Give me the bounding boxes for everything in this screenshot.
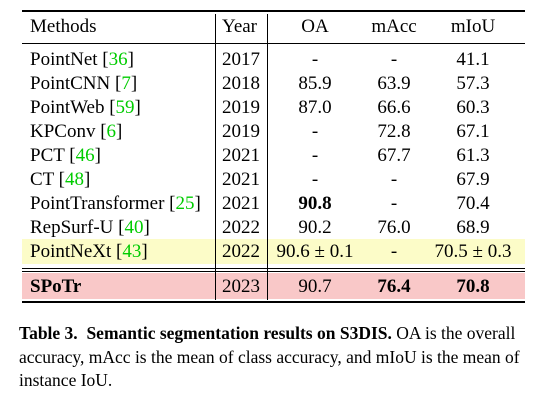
macc-cell: 76.0 xyxy=(377,217,411,238)
year-cell: 2017 xyxy=(222,49,260,70)
methods-year-separator xyxy=(215,14,216,300)
caption-text: OA is the overall accuracy, mAcc is the … xyxy=(19,323,520,390)
macc-cell: - xyxy=(390,49,398,70)
year-metrics-separator xyxy=(267,14,268,300)
year-cell: 2022 xyxy=(222,217,260,238)
method-name: PointTransformer [25] xyxy=(30,193,201,214)
citation-link[interactable]: 48 xyxy=(65,169,85,190)
oa-cell: - xyxy=(311,49,319,70)
miou-cell: 70.4 xyxy=(456,193,490,214)
year-cell: 2019 xyxy=(222,121,260,142)
method-name: PointCNN [7] xyxy=(30,73,138,94)
year-cell: 2021 xyxy=(222,169,260,190)
header-macc: mAcc xyxy=(371,16,417,37)
macc-cell: - xyxy=(390,241,398,262)
miou-cell: 57.3 xyxy=(456,73,490,94)
citation-link[interactable]: 59 xyxy=(115,97,135,118)
method-name: PointWeb [59] xyxy=(30,97,141,118)
oa-cell: 90.2 xyxy=(298,217,332,238)
macc-cell: 63.9 xyxy=(377,73,411,94)
ours-method-name: SPoTr xyxy=(30,276,82,297)
method-name: PCT [46] xyxy=(30,145,101,166)
oa-cell: - xyxy=(311,121,319,142)
header-methods: Methods xyxy=(30,16,97,37)
year-cell: 2021 xyxy=(222,145,260,166)
miou-cell: 67.1 xyxy=(456,121,490,142)
oa-cell: 90.6 ± 0.1 xyxy=(276,241,354,262)
pointnext-row-highlight xyxy=(22,239,525,264)
citation-link[interactable]: 6 xyxy=(106,121,117,142)
miou-cell: 41.1 xyxy=(456,49,490,70)
ours-rule-top xyxy=(22,268,525,269)
ours-macc: 76.4 xyxy=(377,276,411,297)
method-name: PointNeXt [43] xyxy=(30,241,148,262)
citation-link[interactable]: 43 xyxy=(122,241,142,262)
ours-year: 2023 xyxy=(222,276,260,297)
top-rule xyxy=(22,10,525,12)
oa-cell: 90.8 xyxy=(298,193,332,214)
method-name: CT [48] xyxy=(30,169,91,190)
macc-cell: 67.7 xyxy=(377,145,411,166)
miou-cell: 67.9 xyxy=(456,169,490,190)
bottom-rule xyxy=(22,301,525,303)
macc-cell: 66.6 xyxy=(377,97,411,118)
year-cell: 2021 xyxy=(222,193,260,214)
method-name: PointNet [36] xyxy=(30,49,134,70)
ours-row-highlight xyxy=(22,273,525,299)
miou-cell: 60.3 xyxy=(456,97,490,118)
citation-link[interactable]: 36 xyxy=(108,49,128,70)
header-year: Year xyxy=(222,16,258,37)
miou-cell: 68.9 xyxy=(456,217,490,238)
header-oa: OA xyxy=(301,16,329,37)
ours-rule-top-2 xyxy=(22,271,525,272)
method-name: KPConv [6] xyxy=(30,121,123,142)
year-cell: 2018 xyxy=(222,73,260,94)
citation-link[interactable]: 40 xyxy=(124,217,144,238)
year-cell: 2022 xyxy=(222,241,260,262)
macc-cell: 72.8 xyxy=(377,121,411,142)
results-table: Methods Year OA mAcc mIoU PointNet [36] 2017 - -… xyxy=(22,10,525,303)
ours-oa: 90.7 xyxy=(298,276,332,297)
oa-cell: - xyxy=(311,145,319,166)
year-cell: 2019 xyxy=(222,97,260,118)
miou-cell: 70.5 ± 0.3 xyxy=(434,241,512,262)
ours-miou: 70.8 xyxy=(456,276,490,297)
oa-cell: - xyxy=(311,169,319,190)
citation-link[interactable]: 46 xyxy=(75,145,95,166)
header-rule xyxy=(22,43,525,44)
caption-title: Semantic segmentation results on S3DIS. xyxy=(86,323,392,343)
header-miou: mIoU xyxy=(450,16,496,37)
oa-cell: 85.9 xyxy=(298,73,332,94)
oa-cell: 87.0 xyxy=(298,97,332,118)
citation-link[interactable]: 7 xyxy=(121,73,131,94)
citation-link[interactable]: 25 xyxy=(175,193,195,214)
method-name: RepSurf-U [40] xyxy=(30,217,150,238)
macc-cell: - xyxy=(390,193,398,214)
caption-label: Table 3. xyxy=(19,323,78,343)
macc-cell: - xyxy=(390,169,398,190)
miou-cell: 61.3 xyxy=(456,145,490,166)
table-caption: Table 3. Semantic segmentation results o… xyxy=(19,322,524,393)
